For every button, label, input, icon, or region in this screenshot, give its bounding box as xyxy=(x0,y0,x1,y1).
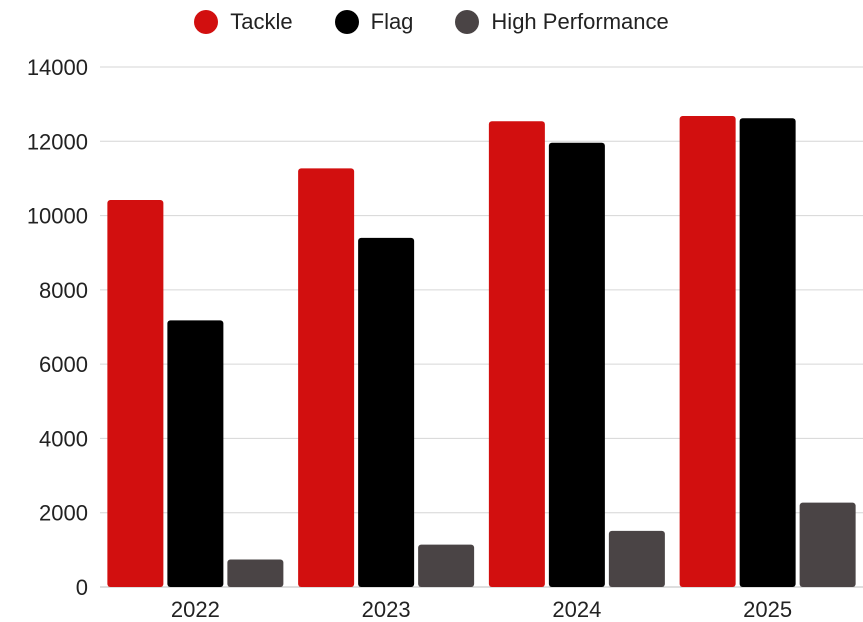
bar-flag-2022 xyxy=(167,320,224,587)
bar-high-performance-2022 xyxy=(227,559,284,587)
x-tick-label-2025: 2025 xyxy=(743,597,792,622)
legend-item-high-performance: High Performance xyxy=(455,9,669,35)
bar-tackle-2023 xyxy=(298,168,355,587)
legend-label-flag: Flag xyxy=(370,9,414,34)
grid-lines xyxy=(100,66,863,588)
legend-item-tackle: Tackle xyxy=(194,9,293,35)
x-axis: 2022 2023 2024 2025 xyxy=(171,597,792,622)
y-tick-label-14000: 14000 xyxy=(27,55,88,80)
bar-flag-2025 xyxy=(739,118,796,587)
bar-flag-2024 xyxy=(548,142,605,587)
x-tick-label-2022: 2022 xyxy=(171,597,220,622)
y-tick-label-8000: 8000 xyxy=(39,278,88,303)
y-tick-label-4000: 4000 xyxy=(39,426,88,451)
bar-tackle-2022 xyxy=(107,199,164,587)
y-tick-label-2000: 2000 xyxy=(39,501,88,526)
chart-legend: Tackle Flag High Performance xyxy=(0,8,863,36)
legend-label-high-performance: High Performance xyxy=(491,9,669,34)
bar-flag-2023 xyxy=(358,237,415,587)
x-tick-label-2023: 2023 xyxy=(362,597,411,622)
bar-high-performance-2025 xyxy=(799,502,856,587)
legend-label-tackle: Tackle xyxy=(230,9,293,34)
bar-high-performance-2024 xyxy=(608,530,665,587)
bar-high-performance-2023 xyxy=(418,544,475,587)
legend-swatch-flag xyxy=(334,10,359,34)
y-tick-label-6000: 6000 xyxy=(39,352,88,377)
y-tick-label-10000: 10000 xyxy=(27,204,88,229)
x-tick-label-2024: 2024 xyxy=(552,597,601,622)
bar-tackle-2024 xyxy=(488,121,545,587)
bar-tackle-2025 xyxy=(679,116,736,588)
bars-group xyxy=(107,116,856,588)
legend-swatch-tackle xyxy=(194,10,219,34)
y-tick-label-0: 0 xyxy=(76,575,88,600)
legend-swatch-high-performance xyxy=(455,10,480,34)
y-tick-label-12000: 12000 xyxy=(27,129,88,154)
y-axis: 0 2000 4000 6000 8000 10000 12000 14000 xyxy=(27,55,88,600)
legend-item-flag: Flag xyxy=(334,9,414,35)
